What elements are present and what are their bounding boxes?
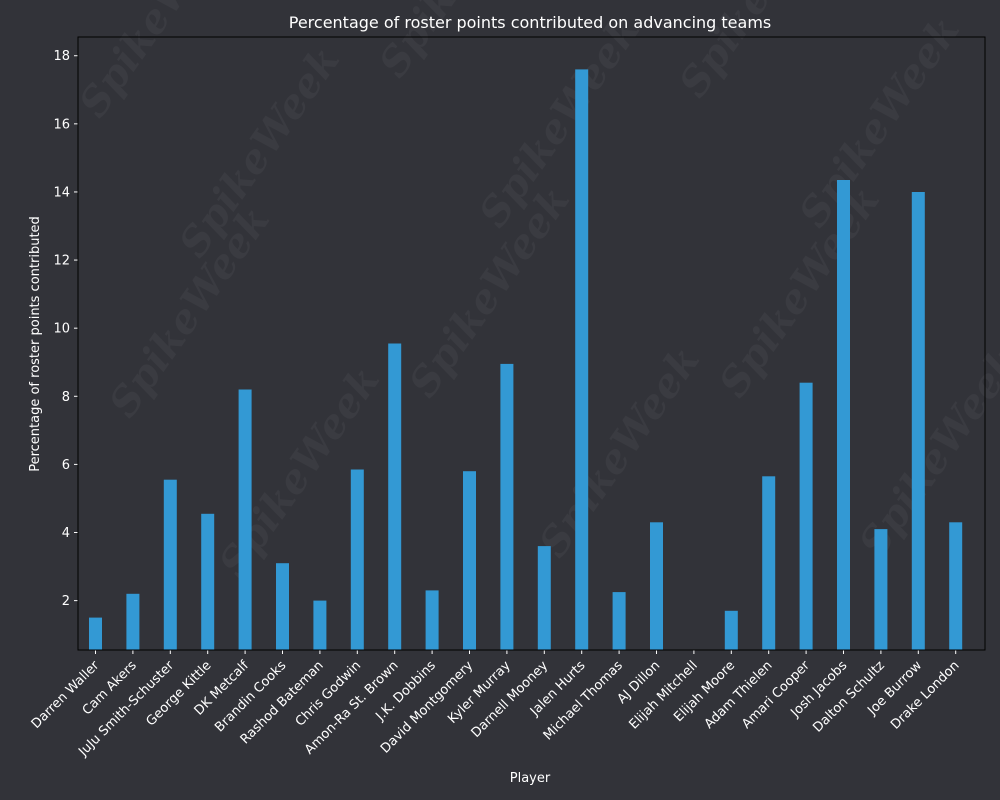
chart-title: Percentage of roster points contributed …	[289, 13, 772, 32]
y-tick-label: 10	[53, 322, 70, 337]
bar-josh-jacobs	[837, 180, 850, 650]
y-tick-label: 8	[62, 390, 70, 405]
bar-darnell-mooney	[537, 546, 551, 650]
bar-chris-godwin	[350, 469, 364, 650]
plot-frame	[77, 36, 986, 651]
bar-dalton-schultz	[874, 529, 888, 650]
y-tick-label: 14	[53, 185, 70, 200]
y-tick-label: 16	[53, 117, 70, 132]
bar-dk-metcalf	[238, 389, 252, 650]
bar-elijah-moore	[724, 610, 738, 650]
bar-joe-burrow	[911, 192, 925, 650]
bar-amon-ra-st-brown	[388, 343, 402, 650]
bar-brandin-cooks	[276, 563, 289, 650]
bar-j-k-dobbins	[425, 590, 439, 650]
bars-group	[89, 69, 963, 650]
bar-michael-thomas	[612, 592, 626, 650]
bar-rashod-bateman	[313, 600, 327, 650]
y-tick-label: 6	[62, 458, 70, 473]
y-tick-label: 2	[62, 594, 70, 609]
bar-adam-thielen	[762, 476, 776, 650]
bar-david-montgomery	[463, 471, 476, 650]
bar-cam-akers	[126, 593, 140, 650]
bar-amari-cooper	[799, 382, 813, 650]
bar-jalen-hurts	[575, 69, 589, 650]
x-axis-title: Player	[510, 771, 551, 786]
y-axis: 2 4 6 8 10 12 14 16 18	[53, 49, 78, 609]
bar-drake-london	[949, 522, 963, 650]
bar-aj-dillon	[650, 522, 663, 650]
bar-george-kittle	[201, 513, 215, 650]
y-tick-label: 18	[53, 49, 70, 64]
bar-kyler-murray	[500, 363, 514, 650]
y-axis-title: Percentage of roster points contributed	[28, 216, 43, 472]
y-tick-label: 12	[53, 254, 70, 269]
bar-darren-waller	[89, 617, 102, 650]
y-tick-label: 4	[62, 526, 70, 541]
bar-juju-smith-schuster	[163, 479, 177, 650]
